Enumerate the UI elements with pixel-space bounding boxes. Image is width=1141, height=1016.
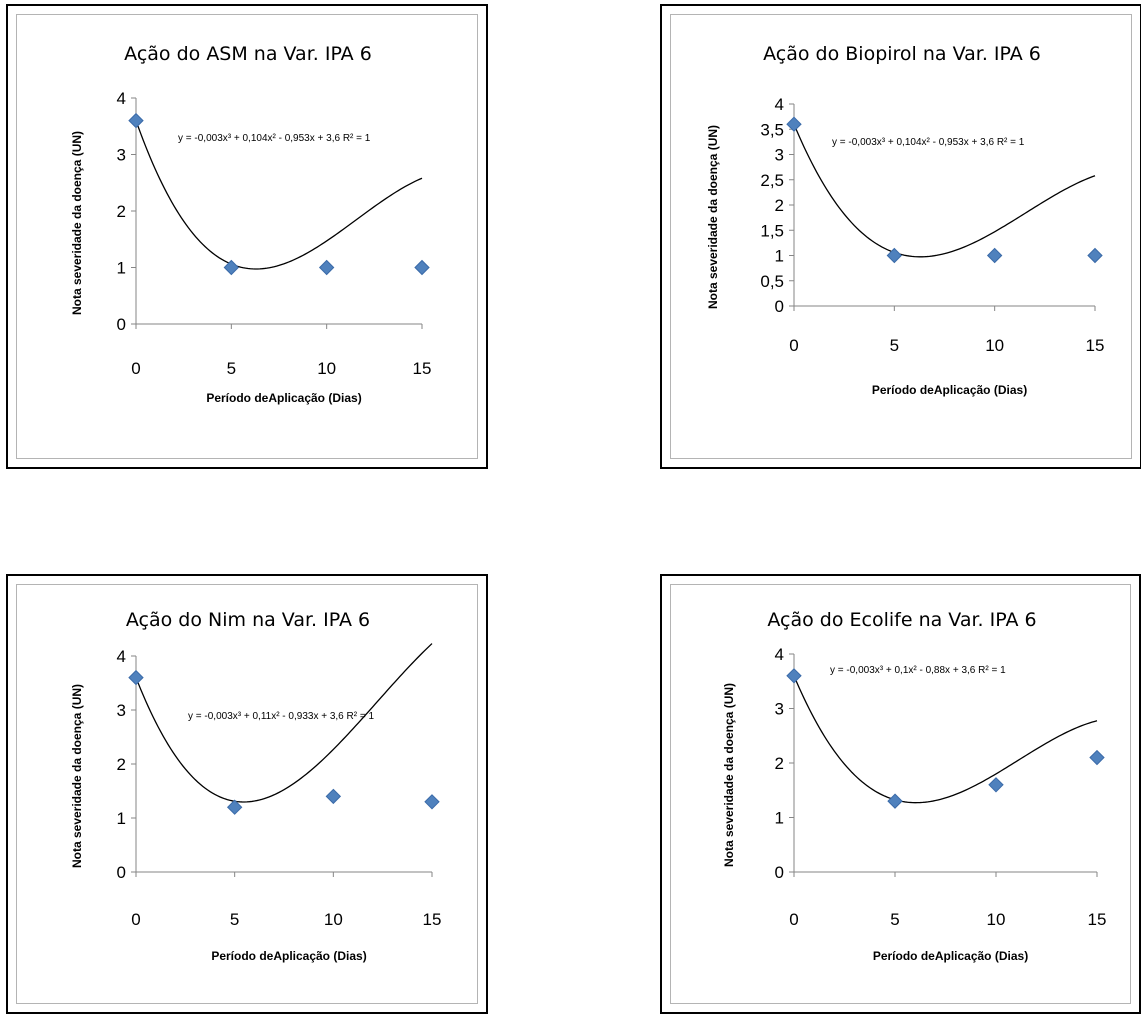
x-tick-label: 10 <box>324 910 343 929</box>
data-point-marker <box>886 247 903 264</box>
y-tick-label: 2 <box>775 754 784 773</box>
chart-area-border <box>16 584 478 1004</box>
trendline-curve <box>135 643 433 803</box>
y-tick-label: 4 <box>775 95 784 114</box>
data-point-marker <box>1087 247 1103 264</box>
chart-panel-nim: Ação do Nim na Var. IPA 6 0 1 2 3 4 0 5 10 15 Perí… <box>6 574 488 1014</box>
y-axis-title: Nota severidade da doença (UN) <box>70 684 84 868</box>
y-tick-label: 1,5 <box>760 221 784 240</box>
y-axis-title: Nota severidade da doença (UN) <box>706 125 720 309</box>
data-point-marker <box>988 777 1004 793</box>
data-point-marker <box>318 259 335 276</box>
trendline-equation: y = -0,003x³ + 0,104x² - 0,953x + 3,6 R²… <box>178 133 371 144</box>
x-tick-label: 15 <box>1086 336 1105 355</box>
x-tick-label: 10 <box>987 910 1006 929</box>
chart-title: Ação do ASM na Var. IPA 6 <box>124 43 372 65</box>
y-tick-label: 1 <box>775 809 784 828</box>
x-tick-label: 15 <box>1088 910 1107 929</box>
data-point-marker <box>786 116 802 132</box>
y-tick-label: 3 <box>775 146 784 165</box>
chart-svg-asm: Ação do ASM na Var. IPA 6 0 1 2 3 4 0 5 10 15 Perí… <box>70 43 432 405</box>
chart-title: Ação do Nim na Var. IPA 6 <box>126 609 370 631</box>
y-tick-label: 3 <box>117 146 126 165</box>
data-point-marker <box>414 259 430 276</box>
y-tick-label: 3 <box>117 701 126 720</box>
data-point-marker <box>128 112 144 129</box>
x-tick-label: 5 <box>227 359 236 378</box>
x-tick-label: 0 <box>789 910 798 929</box>
y-tick-label: 4 <box>117 89 126 108</box>
trendline-curve <box>135 120 423 270</box>
data-point-marker <box>986 247 1003 264</box>
x-tick-label: 0 <box>131 359 140 378</box>
chart-svg-ecolife: Ação do Ecolife na Var. IPA 6 0 1 2 3 4 0 5 10 15… <box>722 609 1107 963</box>
y-tick-label: 4 <box>117 647 126 666</box>
x-tick-label: 15 <box>413 359 432 378</box>
y-tick-label: 2 <box>117 755 126 774</box>
chart-panel-ecolife: Ação do Ecolife na Var. IPA 6 0 1 2 3 4 0 5 10 15… <box>660 574 1141 1014</box>
trendline-equation: y = -0,003x³ + 0,104x² - 0,953x + 3,6 R²… <box>832 137 1025 148</box>
data-point-marker <box>128 669 144 686</box>
y-tick-label: 0 <box>775 297 784 316</box>
data-point-marker <box>1089 749 1105 766</box>
y-tick-label: 0 <box>117 315 126 334</box>
data-point-marker <box>786 668 802 684</box>
data-point-marker <box>223 259 240 276</box>
x-axis-title: Período deAplicação (Dias) <box>211 949 366 963</box>
y-tick-label: 3 <box>775 700 784 719</box>
y-tick-label: 2,5 <box>760 171 784 190</box>
x-axis-title: Período deAplicação (Dias) <box>873 949 1028 963</box>
y-tick-label: 2 <box>117 202 126 221</box>
x-tick-label: 10 <box>317 359 336 378</box>
chart-title: Ação do Ecolife na Var. IPA 6 <box>767 609 1036 631</box>
data-point-marker <box>424 794 440 810</box>
chart-svg-biopirol: Ação do Biopirol na Var. IPA 6 0 0,5 1 1,5 2 2… <box>706 43 1105 397</box>
x-tick-label: 5 <box>230 910 239 929</box>
trendline-equation: y = -0,003x³ + 0,11x² - 0,933x + 3,6 R² … <box>188 711 374 722</box>
data-point-marker <box>226 799 243 815</box>
y-tick-label: 0 <box>775 863 784 882</box>
chart-area-border <box>16 14 478 459</box>
y-tick-label: 1 <box>117 809 126 828</box>
trendline-curve <box>793 675 1098 804</box>
y-tick-label: 2 <box>775 196 784 215</box>
x-tick-label: 10 <box>985 336 1004 355</box>
y-tick-label: 3,5 <box>760 120 784 139</box>
trendline-equation: y = -0,003x³ + 0,1x² - 0,88x + 3,6 R² = … <box>830 665 1006 676</box>
x-tick-label: 0 <box>131 910 140 929</box>
data-point-marker <box>325 788 342 805</box>
x-axis-title: Período deAplicação (Dias) <box>206 391 361 405</box>
y-axis-title: Nota severidade da doença (UN) <box>722 683 736 867</box>
chart-panel-biopirol: Ação do Biopirol na Var. IPA 6 0 0,5 1 1,5 2 2… <box>660 4 1141 469</box>
chart-panel-asm: Ação do ASM na Var. IPA 6 0 1 2 3 4 0 5 10 15 Perí… <box>6 4 488 469</box>
y-tick-label: 0 <box>117 863 126 882</box>
chart-area-border <box>670 584 1131 1004</box>
trendline-curve <box>793 123 1096 258</box>
chart-svg-nim: Ação do Nim na Var. IPA 6 0 1 2 3 4 0 5 10 15 Perí… <box>70 609 442 963</box>
chart-area-border <box>670 14 1132 459</box>
data-point-marker <box>887 793 903 809</box>
y-tick-label: 1 <box>117 259 126 278</box>
y-tick-label: 1 <box>775 247 784 266</box>
y-tick-label: 0,5 <box>760 272 784 291</box>
y-tick-label: 4 <box>775 645 784 664</box>
x-tick-label: 5 <box>890 910 899 929</box>
y-axis-title: Nota severidade da doença (UN) <box>70 131 84 315</box>
x-tick-label: 5 <box>890 336 899 355</box>
chart-title: Ação do Biopirol na Var. IPA 6 <box>763 43 1041 65</box>
x-axis-title: Período deAplicação (Dias) <box>872 383 1027 397</box>
x-tick-label: 0 <box>789 336 798 355</box>
x-tick-label: 15 <box>423 910 442 929</box>
